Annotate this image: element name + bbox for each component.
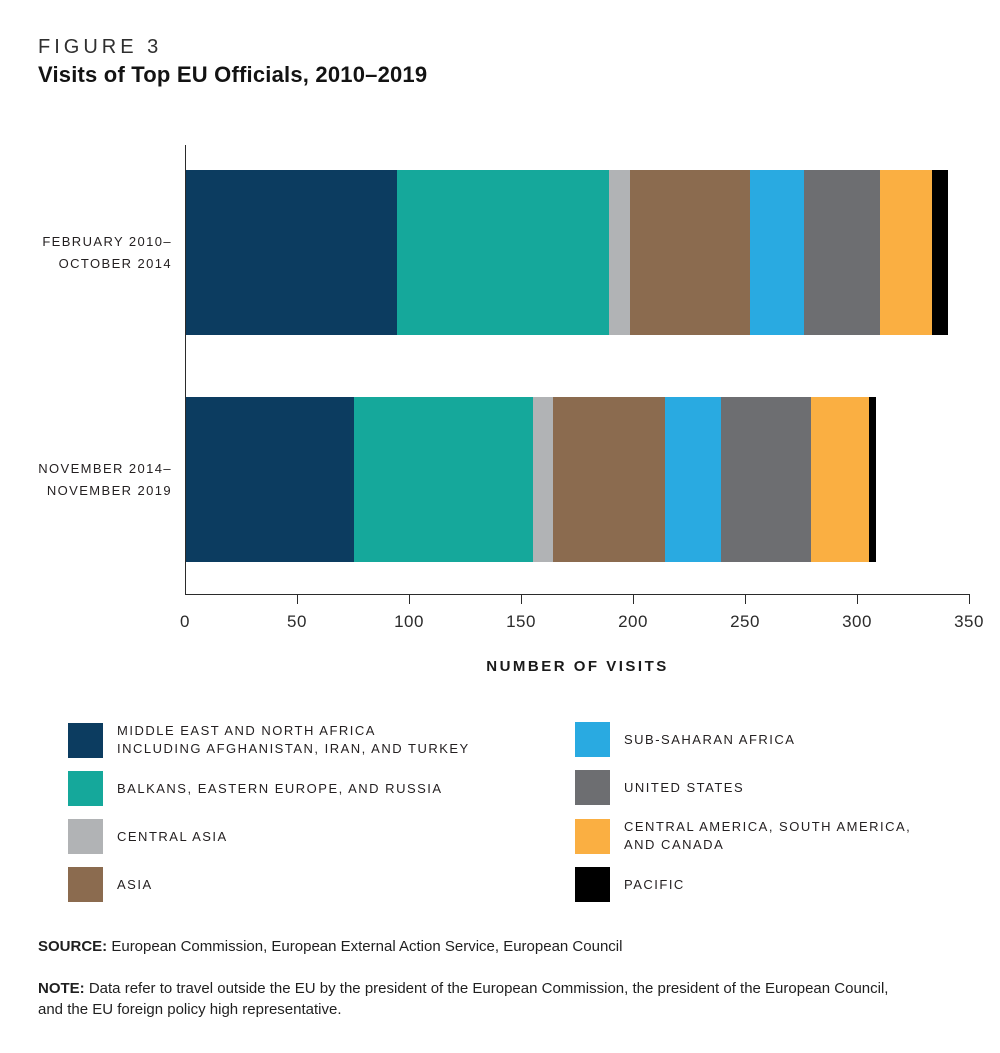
x-tick-label: 150 (506, 612, 536, 631)
bar-segment-sub-saharan-africa (750, 170, 805, 335)
legend-swatch (68, 722, 103, 758)
bar-segment-balkans-eastern-europe-and-russia (354, 397, 534, 562)
legend-swatch (575, 722, 610, 757)
legend-label-line: UNITED STATES (624, 779, 745, 795)
legend-label: CENTRAL ASIA (117, 828, 228, 846)
note-label: NOTE: (38, 980, 85, 997)
legend-item: BALKANS, EASTERN EUROPE, AND RUSSIA (68, 771, 518, 806)
legend-item: ASIA (68, 867, 518, 902)
source-line: SOURCE: European Commission, European Ex… (38, 936, 938, 957)
legend-label: CENTRAL AMERICA, SOUTH AMERICA, AND CANAD… (624, 818, 911, 854)
bar-row (186, 397, 876, 562)
bar-category-label: FEBRUARY 2010– OCTOBER 2014 (42, 231, 172, 275)
bar-row (186, 170, 948, 335)
x-tick (521, 595, 522, 604)
bar-category-label-line: NOVEMBER 2019 (46, 482, 172, 498)
bar-segment-balkans-eastern-europe-and-russia (396, 170, 610, 335)
x-tick (633, 595, 634, 604)
x-tick (969, 595, 970, 604)
bar-category-label-line: FEBRUARY 2010– (42, 233, 172, 249)
bar-category-label: NOVEMBER 2014– NOVEMBER 2019 (38, 458, 172, 502)
legend-swatch (575, 818, 610, 854)
legend-swatch (68, 867, 103, 902)
legend-label-line: PACIFIC (624, 876, 685, 892)
legend-item: UNITED STATES (575, 770, 975, 805)
legend-label: PACIFIC (624, 876, 685, 894)
bar-segment-pacific (869, 397, 876, 562)
legend-item: CENTRAL ASIA (68, 819, 518, 854)
legend-label: UNITED STATES (624, 779, 744, 797)
source-text: European Commission, European External A… (111, 938, 623, 955)
legend-label-line: SUB-SAHARAN AFRICA (624, 731, 796, 747)
legend-label-line: AND CANADA (624, 837, 725, 852)
chart-title: Visits of Top EU Officials, 2010–2019 (38, 62, 428, 87)
x-tick-label: 50 (287, 612, 307, 631)
bar-segment-central-asia (609, 170, 630, 335)
bar-segment-united-states (804, 170, 881, 335)
bar-segment-asia (629, 170, 751, 335)
bar-segment-central-asia (533, 397, 554, 562)
legend-column-right: SUB-SAHARAN AFRICA UNITED STATES CENTRAL A… (575, 722, 975, 915)
note-text: Data refer to travel outside the EU by t… (38, 980, 889, 1018)
bar-segment-middle-east-and-north-africa-including-afghanistan-iran-and-turkey (186, 170, 397, 335)
x-tick-label: 350 (954, 612, 984, 631)
legend-swatch (68, 819, 103, 854)
note-line: NOTE: Data refer to travel outside the E… (38, 978, 898, 1020)
y-axis-line (185, 145, 186, 595)
bar-category-label-line: NOVEMBER 2014– (38, 460, 172, 476)
bar-segment-central-america-south-america-and-canada (880, 170, 932, 335)
x-tick-label: 0 (180, 612, 190, 631)
legend-item: PACIFIC (575, 867, 975, 902)
bar-segment-pacific (931, 170, 948, 335)
legend-swatch (575, 770, 610, 805)
bar-segment-united-states (721, 397, 811, 562)
x-tick-label: 250 (730, 612, 760, 631)
x-tick-label: 300 (842, 612, 872, 631)
legend-label: MIDDLE EAST AND NORTH AFRICA INCLUDING AF… (117, 722, 470, 758)
bar-segment-middle-east-and-north-africa-including-afghanistan-iran-and-turkey (186, 397, 354, 562)
legend-label-line: CENTRAL AMERICA, SOUTH AMERICA, (624, 819, 912, 834)
x-tick (745, 595, 746, 604)
legend-item: MIDDLE EAST AND NORTH AFRICA INCLUDING AF… (68, 722, 518, 758)
legend-swatch (575, 867, 610, 902)
x-tick-label: 100 (394, 612, 424, 631)
legend-column-left: MIDDLE EAST AND NORTH AFRICA INCLUDING AF… (68, 722, 518, 915)
x-axis-title: NUMBER OF VISITS (486, 658, 669, 675)
legend-label: BALKANS, EASTERN EUROPE, AND RUSSIA (117, 780, 443, 798)
legend-label-line: MIDDLE EAST AND NORTH AFRICA (117, 723, 376, 738)
legend-label-line: BALKANS, EASTERN EUROPE, AND RUSSIA (117, 780, 443, 796)
legend-label: ASIA (117, 876, 153, 894)
x-tick (409, 595, 410, 604)
x-tick (297, 595, 298, 604)
x-tick (857, 595, 858, 604)
bar-segment-sub-saharan-africa (665, 397, 722, 562)
legend-swatch (68, 771, 103, 806)
bar-segment-asia (553, 397, 666, 562)
legend-label-line: ASIA (117, 876, 153, 892)
legend-item: CENTRAL AMERICA, SOUTH AMERICA, AND CANAD… (575, 818, 975, 854)
legend-label: SUB-SAHARAN AFRICA (624, 731, 795, 749)
source-label: SOURCE: (38, 938, 108, 955)
legend-label-line: CENTRAL ASIA (117, 828, 228, 844)
legend-label-line: INCLUDING AFGHANISTAN, IRAN, AND TURKEY (117, 741, 470, 756)
figure-label: FIGURE 3 (38, 36, 163, 58)
x-tick-label: 200 (618, 612, 648, 631)
legend-item: SUB-SAHARAN AFRICA (575, 722, 975, 757)
x-axis-line (185, 594, 970, 595)
bar-category-label-line: OCTOBER 2014 (58, 255, 172, 271)
bar-segment-central-america-south-america-and-canada (810, 397, 870, 562)
